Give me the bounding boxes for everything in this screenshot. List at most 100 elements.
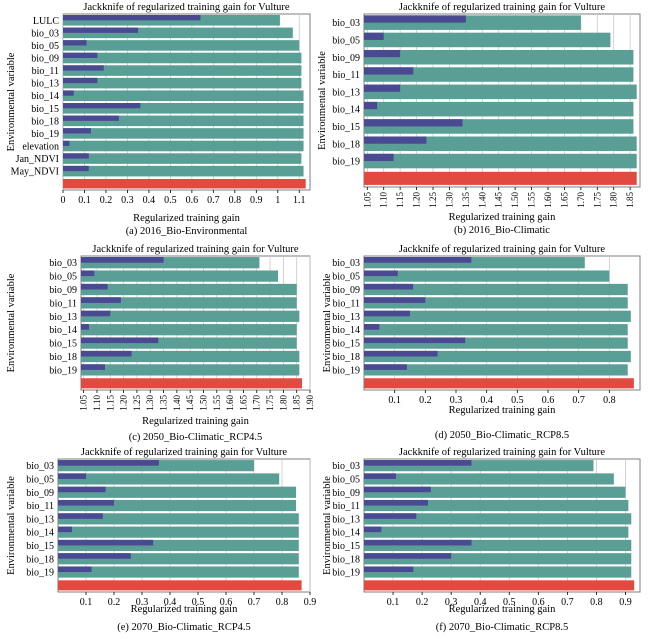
y-tick-label: bio_05 [26,474,54,485]
x-tick-label: 0.8 [590,597,603,608]
y-tick-label: bio_13 [31,79,59,90]
y-tick-label: bio_15 [26,541,54,552]
bar-without-variable [364,257,472,263]
x-tick-label: 0 [61,195,66,206]
bar-without-variable [81,350,132,357]
y-tick-label: bio_13 [26,514,54,525]
y-tick-label: bio_15 [31,104,59,115]
panel-caption: (e) 2070_Bio-Climatic_RCP4.5 [117,622,251,633]
x-axis-label: Regularized training gain [142,416,249,427]
panel-caption: (d) 2050_Bio-Climatic_RCP8.5 [435,430,569,441]
bar-only-variable [364,337,628,349]
y-tick-label: bio_05 [31,41,59,52]
x-tick-label: 0.7 [561,597,574,608]
y-tick-label: bio_05 [332,35,360,46]
bar-only-variable [63,115,304,127]
x-tick-label: 1.1 [293,195,306,206]
bar-without-variable [364,136,427,144]
bar-only-variable [58,486,296,498]
x-tick-label: 0.8 [276,597,289,608]
x-tick-label: 0.2 [108,597,121,608]
bar-only-variable [364,101,634,117]
bar-without-variable [81,297,121,303]
bar-without-variable [58,553,131,559]
bar-only-variable [81,257,260,269]
y-axis-label: Environmental variable [6,476,17,575]
x-tick-label: 1.40 [172,395,182,411]
bar-without-variable [81,364,105,370]
y-tick-label: bio_19 [332,568,360,579]
bar-without-variable [63,165,89,172]
x-tick-label: 1.65 [559,192,569,208]
bar-only-variable [63,77,302,89]
x-tick-label: 1.80 [278,395,288,411]
y-axis-label: Environmental variable [322,476,333,575]
x-tick-label: 1.65 [238,395,248,411]
bar-only-variable [364,513,632,525]
x-tick-label: 1.60 [543,192,553,208]
x-tick-label: 0.1 [78,195,91,206]
bar-without-variable [81,283,108,290]
x-tick-label: 0.3 [445,597,458,608]
bar-without-variable [364,101,378,110]
bar-without-variable [364,460,472,466]
y-tick-label: bio_15 [49,339,77,350]
x-tick-label: 1.25 [132,395,142,411]
bar-only-variable [364,310,631,322]
x-tick-label: 0.7 [207,195,220,206]
bar-only-variable [58,566,299,578]
bar-without-variable [58,566,92,573]
y-tick-label: bio_19 [332,157,360,168]
bar-only-variable [63,140,304,152]
bar-only-variable [364,566,632,578]
y-tick-label: bio_09 [26,488,54,499]
x-tick-label: 1.20 [412,192,422,208]
bar-without-variable [364,297,426,303]
bar-only-variable [58,539,299,552]
x-tick-label: 1.50 [198,395,208,411]
y-tick-label: bio_14 [49,325,77,336]
bar-only-variable [58,473,280,485]
x-tick-label: 0.3 [450,395,463,406]
bar-without-variable [364,324,380,330]
bar-without-variable [63,103,141,109]
bar-only-variable [364,499,629,512]
x-tick-label: 0.5 [164,195,177,206]
bar-only-variable [364,270,610,282]
bar-without-variable [63,115,119,121]
bar-only-variable [63,52,302,64]
bar-without-variable [364,350,438,357]
x-tick-label: 1.90 [305,395,315,411]
y-tick-label: elevation [22,142,59,153]
x-tick-label: 1.30 [145,395,155,411]
x-axis-label: Regularized training gain [449,405,556,416]
x-tick-label: 0.2 [419,395,432,406]
x-tick-label: 0.3 [121,195,134,206]
chart-title: Jackknife of regularized training gain f… [399,447,606,458]
y-tick-label: bio_19 [332,365,360,376]
x-axis-label: Regularized training gain [131,604,238,615]
bar-without-variable [81,337,159,344]
bar-only-variable [364,350,631,363]
x-tick-label: 0.3 [136,597,149,608]
bar-all-variables [364,580,635,591]
y-tick-label: bio_18 [26,554,54,565]
x-tick-label: 1.15 [395,192,405,208]
x-tick-label: 0.6 [542,395,555,406]
chart-title: Jackknife of regularized training gain f… [92,244,299,255]
bar-without-variable [58,473,86,479]
bar-without-variable [58,513,103,519]
x-tick-label: 1.80 [609,192,619,208]
bar-without-variable [364,67,414,75]
bar-without-variable [364,566,414,573]
bar-without-variable [364,32,384,40]
y-tick-label: bio_03 [26,461,54,472]
bar-only-variable [81,324,297,336]
bar-only-variable [81,364,300,376]
bar-only-variable [364,364,628,376]
bar-only-variable [364,539,632,552]
bar-without-variable [63,40,87,46]
y-tick-label: May_NDVI [11,167,59,178]
bar-only-variable [63,165,304,177]
